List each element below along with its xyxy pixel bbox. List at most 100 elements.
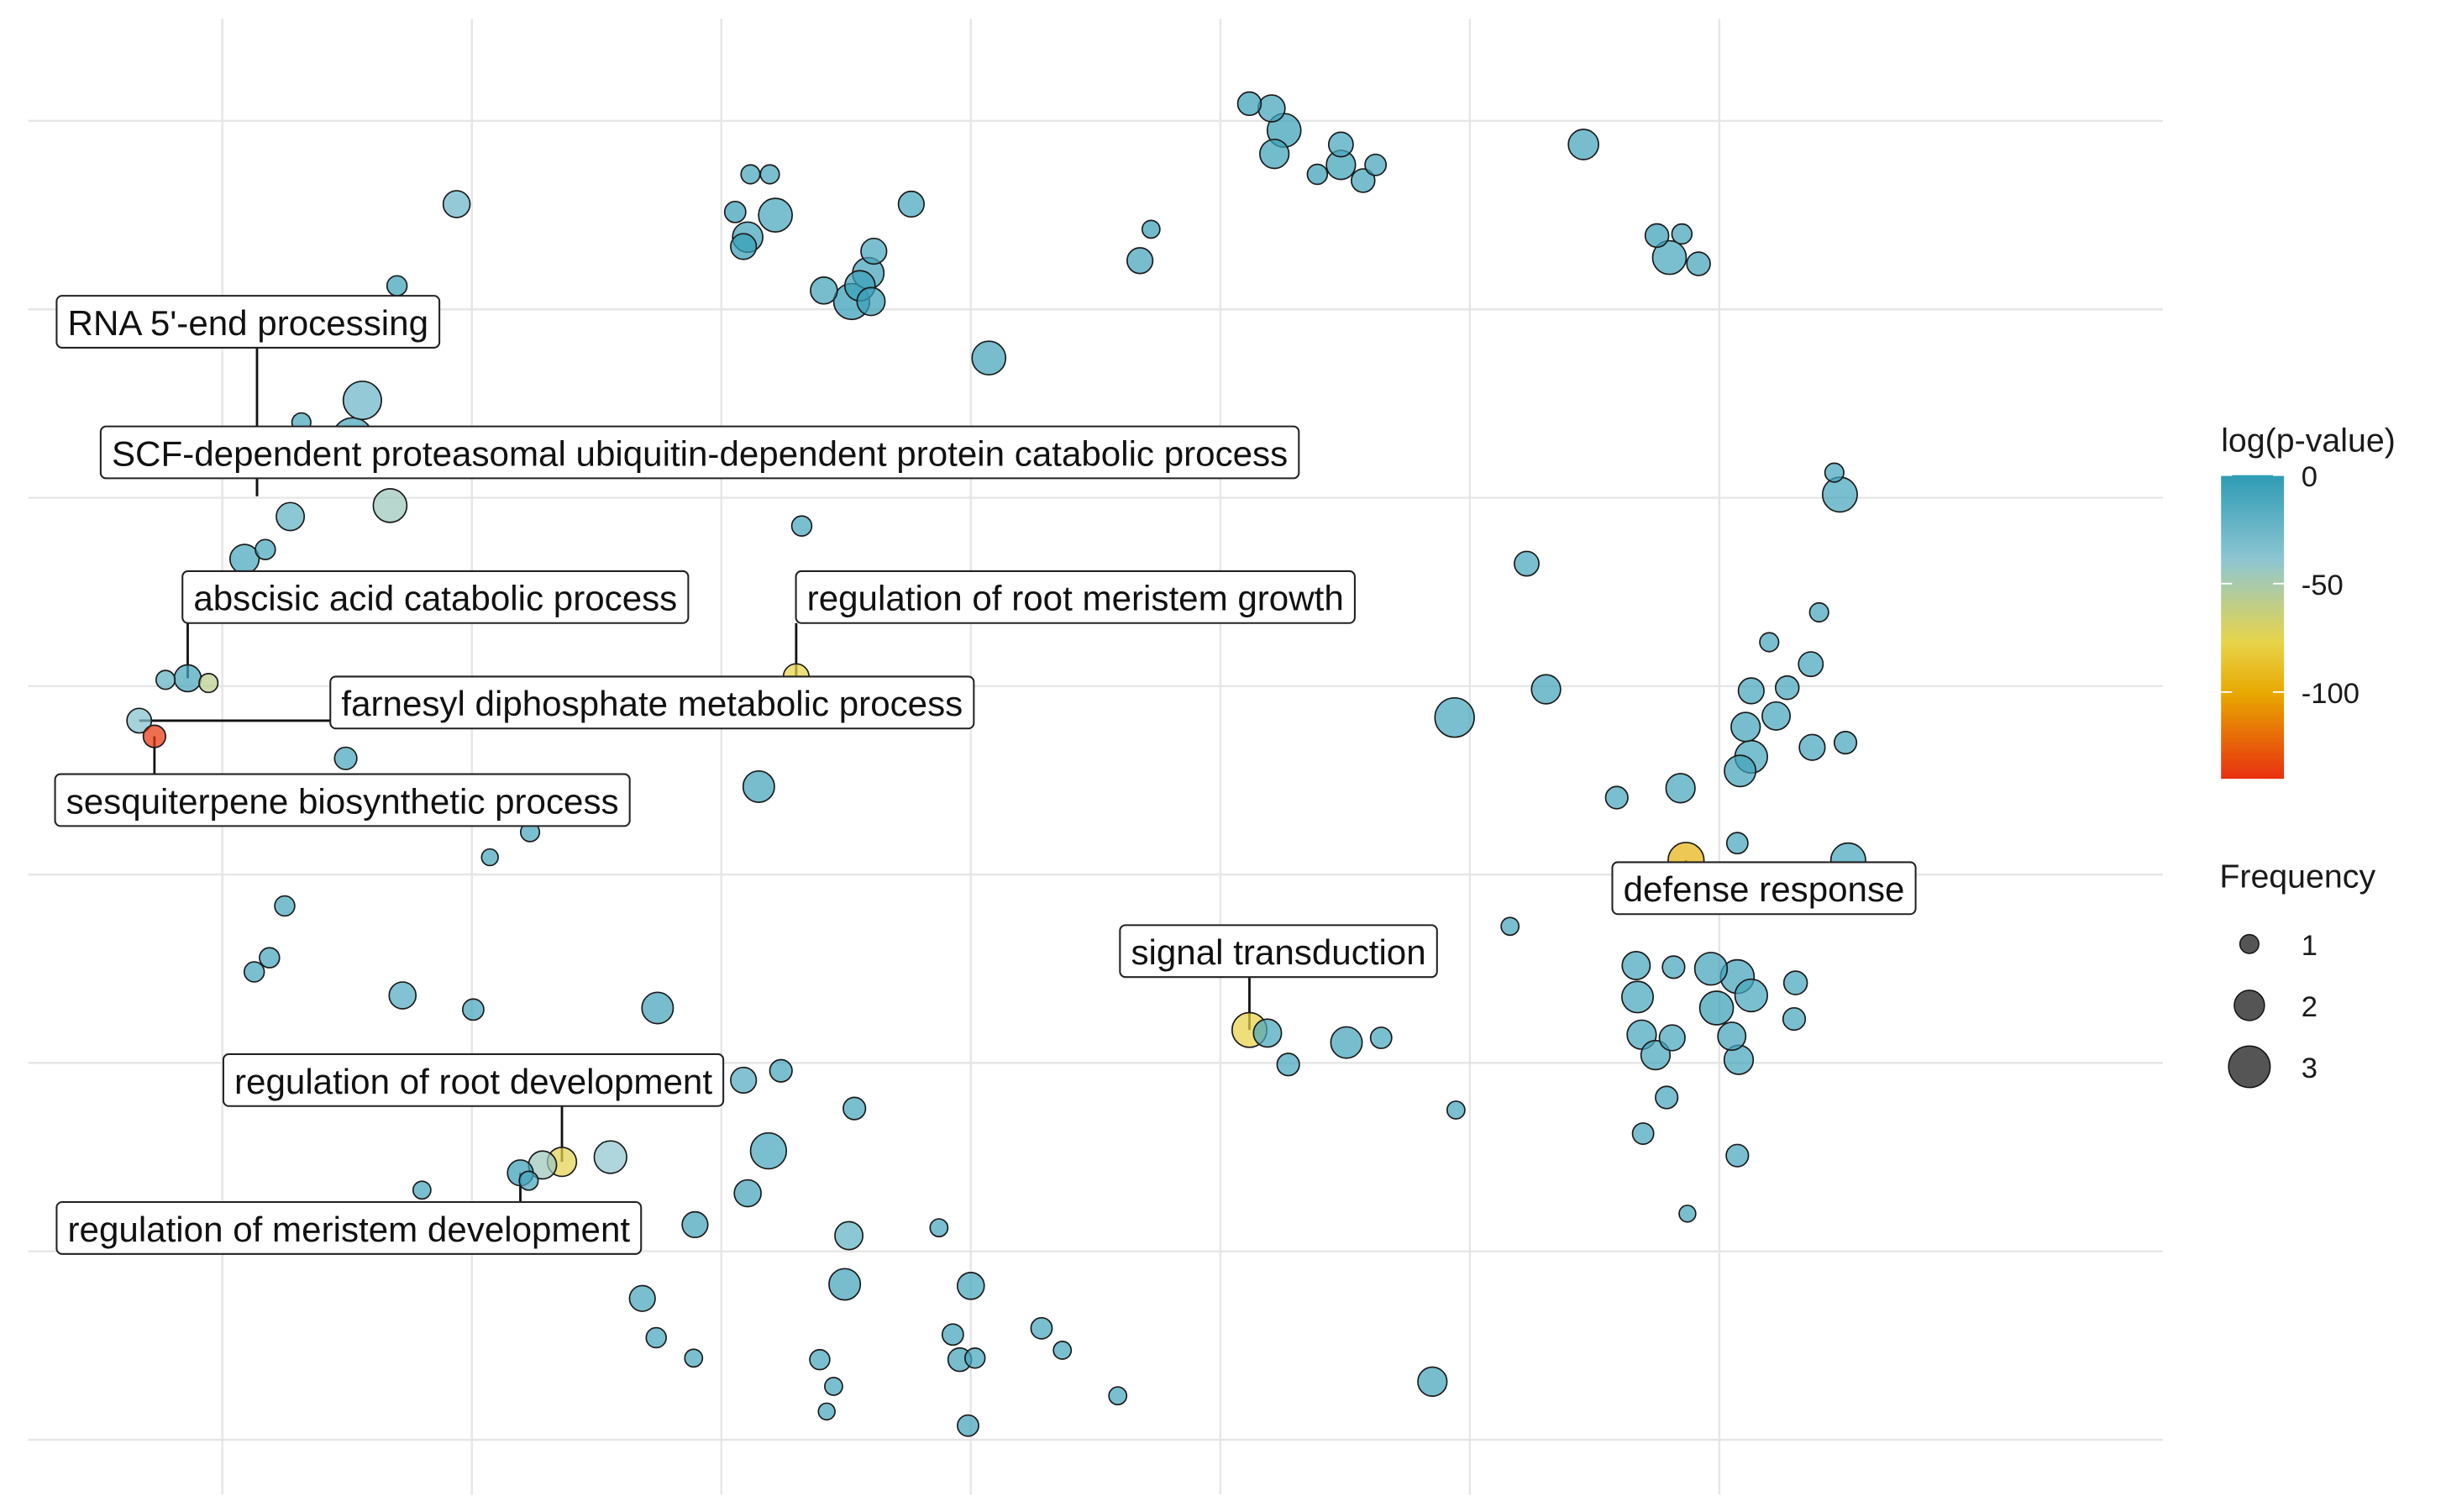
data-point: [1327, 131, 1354, 158]
size-legend-items: 1 2 3: [2228, 930, 2317, 1089]
data-point: [1530, 674, 1562, 705]
data-point: [1567, 129, 1599, 160]
data-point: [1364, 153, 1388, 176]
annotation-label-box: [222, 1053, 725, 1107]
data-point: [1257, 94, 1286, 123]
data-point: [173, 664, 202, 693]
data-point: [1126, 247, 1154, 275]
data-point: [957, 1272, 985, 1300]
annotation-label-text: SCF-dependent proteasomal ubiquitin-depe…: [112, 433, 1288, 473]
colorbar-tick-label: -50: [2302, 570, 2344, 601]
data-point: [142, 724, 166, 748]
data-point: [1658, 1024, 1686, 1052]
data-point: [386, 275, 408, 297]
data-point: [1640, 1039, 1672, 1071]
data-point: [1621, 951, 1651, 980]
data-point: [759, 164, 780, 185]
annotation-label-box: [54, 773, 631, 827]
data-point: [388, 981, 417, 1010]
data-point: [758, 197, 793, 233]
annotation-label-text: regulation of root development: [234, 1062, 712, 1101]
data-point: [1052, 1341, 1073, 1360]
data-point: [1236, 91, 1262, 117]
data-point: [628, 1284, 656, 1312]
annotation-label: RNA 5'-end processing: [55, 295, 441, 349]
annotation-label: signal transduction: [1119, 924, 1438, 979]
data-point: [897, 190, 925, 218]
data-point: [828, 1268, 862, 1301]
colorbar-ticks: 0 -50 -100: [2221, 461, 2359, 710]
data-point: [1655, 1085, 1679, 1110]
data-point: [834, 1221, 864, 1251]
annotation-label-box: [55, 1200, 643, 1255]
data-point: [1500, 916, 1520, 937]
data-point: [1724, 754, 1757, 788]
data-point: [1774, 675, 1800, 701]
annotation-label-text: signal transduction: [1131, 932, 1425, 972]
data-point: [1730, 711, 1761, 743]
data-point: [1621, 980, 1655, 1014]
data-point: [155, 669, 176, 690]
data-point: [276, 501, 306, 532]
annotation-labels: RNA 5'-end processing SCF-dependent prote…: [54, 295, 1917, 1255]
annotation-label: regulation of root development: [222, 1053, 725, 1107]
data-point: [1252, 1018, 1283, 1048]
data-point: [1808, 601, 1829, 623]
data-point: [749, 1131, 788, 1170]
data-point: [730, 1066, 758, 1095]
data-point: [1661, 955, 1686, 979]
data-point: [259, 947, 281, 969]
data-point: [255, 538, 276, 560]
size-legend-label: 3: [2302, 1053, 2317, 1084]
data-point: [742, 769, 775, 803]
colorbar: [2221, 475, 2285, 780]
data-point: [817, 1402, 836, 1421]
colorbar-tick-label: 0: [2302, 461, 2317, 493]
size-legend-label: 1: [2302, 930, 2317, 962]
annotation-label-text: regulation of meristem development: [68, 1210, 631, 1249]
data-point: [412, 1180, 432, 1200]
data-point: [824, 1377, 843, 1396]
annotation-label-text: sesquiterpene biosynthetic process: [66, 781, 619, 821]
data-point: [730, 233, 758, 260]
data-point: [1369, 1026, 1393, 1049]
annotation-label-box: [55, 295, 441, 349]
data-point: [1686, 251, 1711, 276]
data-point: [1446, 1100, 1466, 1120]
data-point: [1141, 219, 1161, 239]
data-point: [929, 1218, 949, 1238]
data-points: [126, 91, 1866, 1437]
data-point: [1276, 1053, 1300, 1077]
annotation-label: defense response: [1611, 861, 1917, 916]
data-point: [856, 286, 886, 317]
annotation-label-text: farnesyl diphosphate metabolic process: [341, 684, 963, 723]
data-point: [1665, 773, 1696, 804]
colorbar-tick-label: -100: [2302, 678, 2359, 710]
data-point: [1108, 1386, 1128, 1406]
annotation-label-box: [181, 570, 690, 624]
annotation-label-box: [329, 675, 975, 730]
data-point: [593, 1140, 627, 1174]
data-point: [810, 276, 838, 305]
data-point: [1821, 476, 1858, 513]
data-point: [1798, 651, 1824, 678]
size-legend-label: 2: [2302, 991, 2317, 1023]
data-point: [243, 961, 265, 983]
data-point: [480, 848, 499, 867]
data-point: [1330, 1026, 1363, 1059]
annotation-label-text: defense response: [1624, 869, 1905, 909]
annotation-label: sesquiterpene biosynthetic process: [54, 773, 631, 827]
data-point: [971, 340, 1007, 376]
data-point: [1833, 731, 1858, 755]
data-point: [1631, 1122, 1655, 1145]
data-point: [372, 488, 408, 523]
annotation-label-text: regulation of root meristem growth: [807, 579, 1344, 618]
data-point: [1737, 677, 1765, 705]
data-point: [1514, 550, 1540, 577]
data-point: [274, 895, 296, 917]
data-point: [1782, 1006, 1807, 1032]
annotation-label: abscisic acid catabolic process: [181, 570, 690, 624]
data-point: [1651, 239, 1688, 276]
data-point: [198, 673, 219, 694]
data-point: [1761, 701, 1792, 731]
